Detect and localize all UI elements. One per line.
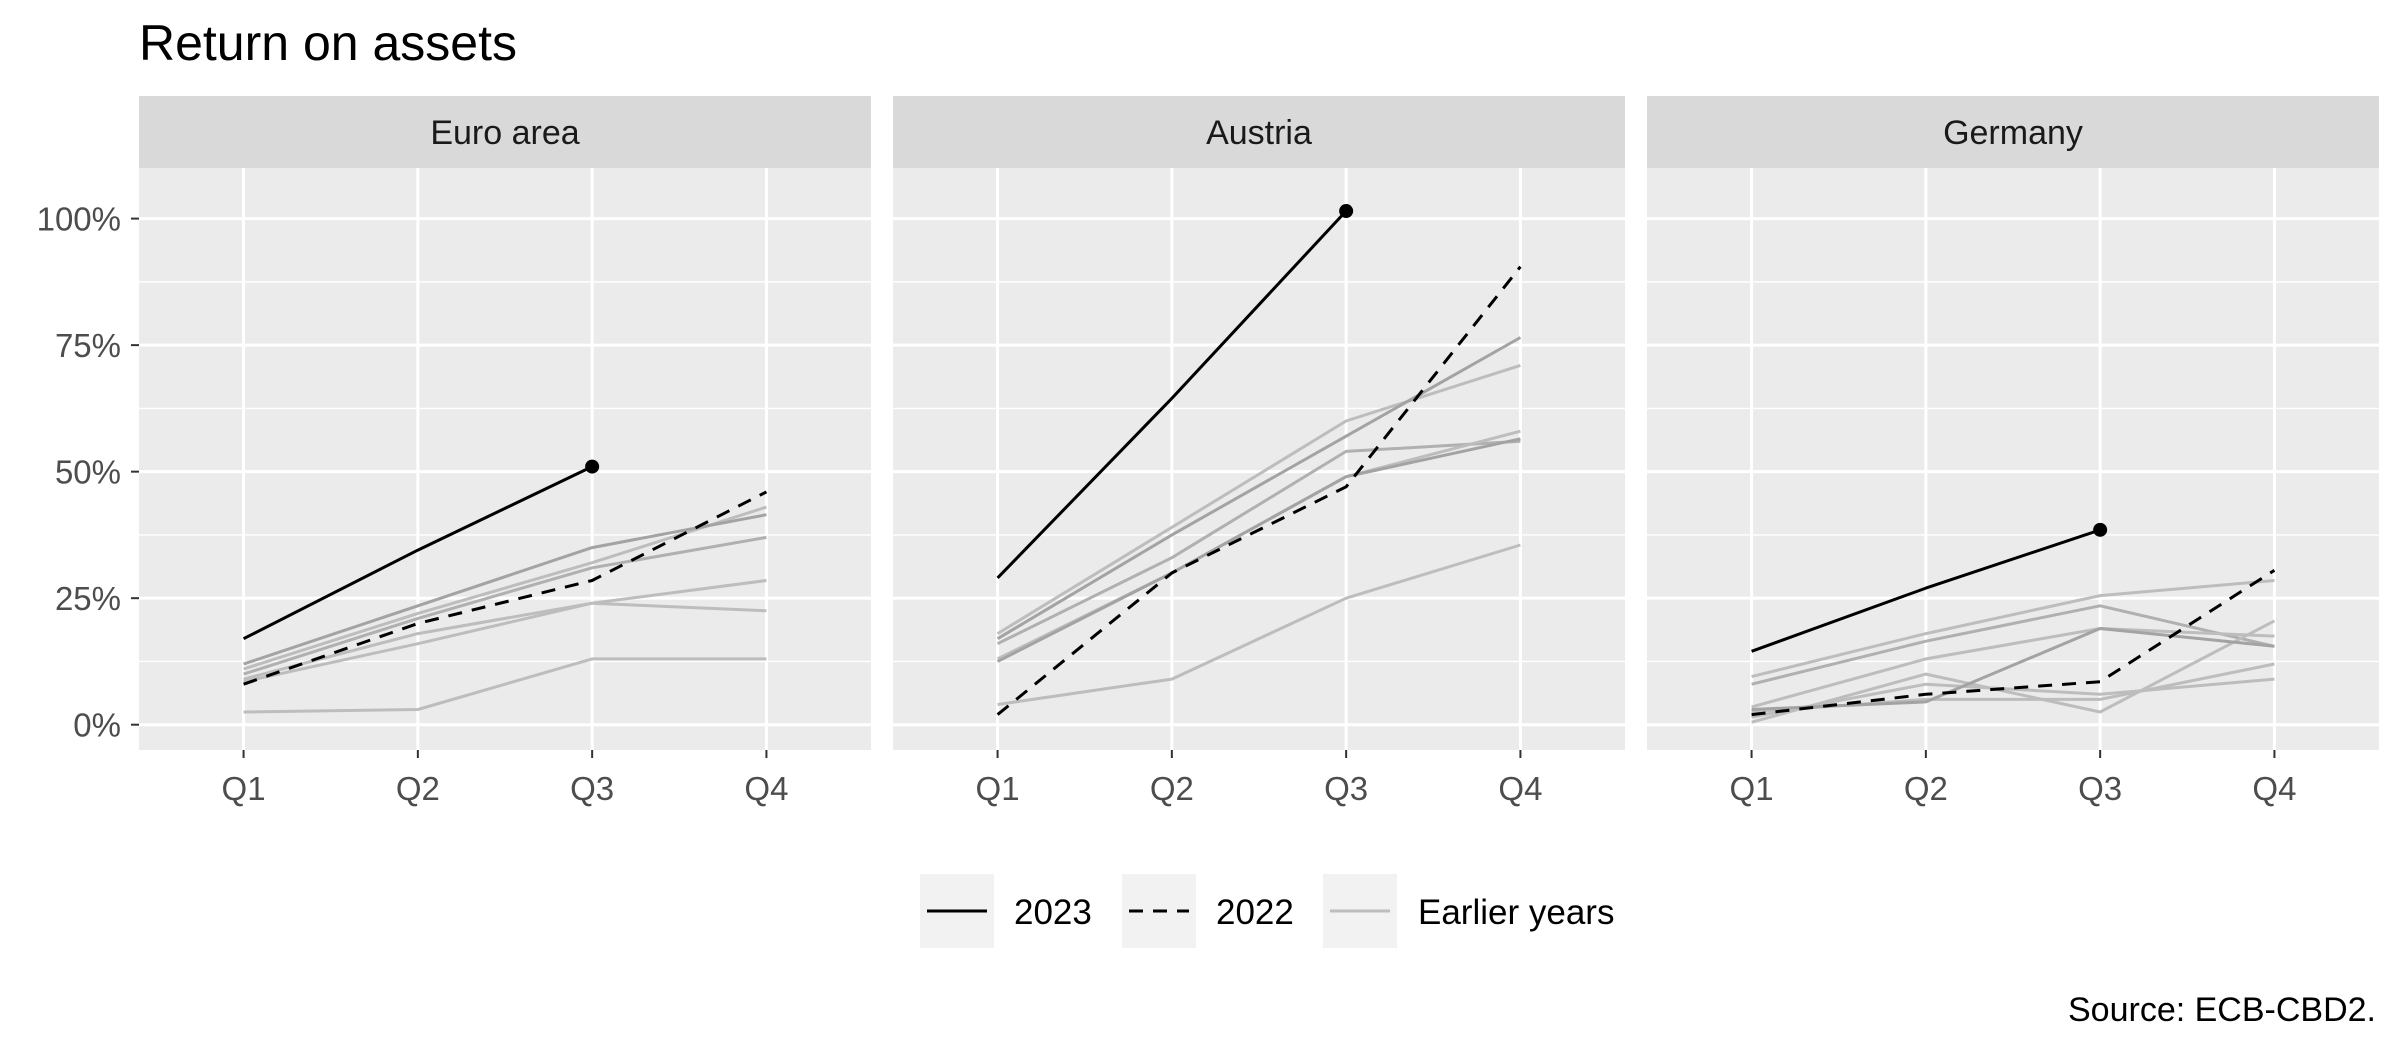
legend-item: 2023 xyxy=(920,874,1092,948)
facet-strip-label: Germany xyxy=(1943,114,2083,152)
facet-panel: Austria Q1 Q2 Q3 Q4 xyxy=(893,96,1625,807)
legend-item: 2022 xyxy=(1122,874,1294,948)
series-line-earlier-years xyxy=(1751,619,2276,724)
series-line-earlier-years xyxy=(1751,579,2275,679)
x-tick-label: Q1 xyxy=(1730,770,1774,807)
series-line-earlier-years xyxy=(996,439,1521,646)
series-line-earlier-years xyxy=(997,543,1521,706)
facet-strip xyxy=(139,96,871,168)
x-tick-label: Q1 xyxy=(222,770,266,807)
series-line-earlier-years xyxy=(996,336,1522,640)
x-tick-label: Q2 xyxy=(396,770,440,807)
panel-background xyxy=(893,168,1625,750)
x-tick-label: Q4 xyxy=(1498,770,1542,807)
series-line-earlier-years xyxy=(243,513,767,666)
legend-item: Earlier years xyxy=(1323,874,1614,948)
x-tick-label: Q3 xyxy=(570,770,614,807)
legend-label: 2023 xyxy=(1014,893,1092,932)
x-tick-label: Q3 xyxy=(1324,770,1368,807)
facet-panel: Euro area Q1 Q2 Q3 Q4 xyxy=(139,96,871,807)
panel-background xyxy=(1647,168,2379,750)
series-line-earlier-years xyxy=(1751,677,2275,719)
series-line-2023 xyxy=(242,465,593,641)
series-line-earlier-years xyxy=(1751,627,2275,711)
series-line-earlier-years xyxy=(243,535,767,676)
legend: 2023 2022 Earlier years xyxy=(920,874,1614,948)
y-tick-label: 100% xyxy=(37,201,121,238)
series-endpoint-2023 xyxy=(2093,522,2108,537)
facet-panel: Germany Q1 Q2 Q3 Q4 xyxy=(1647,96,2379,807)
legend-label: Earlier years xyxy=(1418,893,1614,932)
series-line-earlier-years xyxy=(243,579,767,681)
x-tick-label: Q4 xyxy=(2252,770,2296,807)
y-tick-label: 0% xyxy=(73,707,121,744)
facet-strip-label: Austria xyxy=(1206,114,1312,152)
facet-panels: Euro area Q1 Q2 Q3 Q4 Austria Q1 Q2 Q3 Q4 Germany Q… xyxy=(139,96,2379,807)
series-line-2023 xyxy=(996,209,1348,579)
x-tick-label: Q2 xyxy=(1150,770,1194,807)
series-line-earlier-years xyxy=(996,437,1521,663)
y-tick-label: 25% xyxy=(55,580,121,617)
y-axis: 0% 25% 50% 75% 100% xyxy=(37,201,139,744)
series-line-earlier-years xyxy=(243,657,767,714)
x-tick-label: Q4 xyxy=(744,770,788,807)
source-caption: Source: ECB-CBD2. xyxy=(2068,991,2376,1029)
x-tick-label: Q3 xyxy=(2078,770,2122,807)
x-tick-label: Q1 xyxy=(976,770,1020,807)
series-line-2023 xyxy=(1751,528,2101,653)
series-line-earlier-years xyxy=(996,363,1521,635)
chart-title: Return on assets xyxy=(139,15,517,71)
y-tick-label: 75% xyxy=(55,327,121,364)
series-line-earlier-years xyxy=(243,601,767,684)
series-endpoint-2023 xyxy=(585,459,600,474)
y-tick-label: 50% xyxy=(55,454,121,491)
panel-background xyxy=(139,168,871,750)
facet-strip-label: Euro area xyxy=(430,114,579,152)
facet-strip xyxy=(893,96,1625,168)
series-line-earlier-years xyxy=(1751,604,2275,686)
series-line-2022 xyxy=(996,265,1522,716)
x-tick-label: Q2 xyxy=(1904,770,1948,807)
legend-label: 2022 xyxy=(1216,893,1294,932)
series-line-2022 xyxy=(243,490,768,686)
series-endpoint-2023 xyxy=(1339,204,1354,219)
series-line-earlier-years xyxy=(1751,627,2275,709)
facet-strip xyxy=(1647,96,2379,168)
